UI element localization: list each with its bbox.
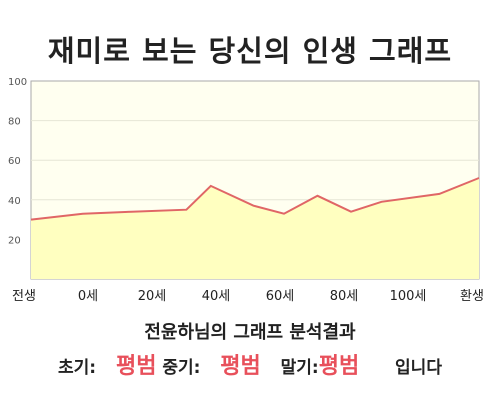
x-tick-label: 0세 [78, 289, 98, 304]
y-tick-label: 80 [8, 117, 21, 128]
x-tick-label: 60세 [266, 289, 295, 304]
y-tick-label: 60 [8, 156, 21, 167]
late-verdict: 평범 [318, 354, 360, 379]
y-tick-label: 100 [8, 77, 27, 88]
analysis-summary: 초기: 평범 중기: 평범 말기:평범 입니다 [0, 348, 500, 380]
series-area [31, 178, 479, 279]
x-tick-label: 20세 [138, 289, 167, 304]
page-title: 재미로 보는 당신의 인생 그래프 [47, 34, 453, 68]
mid-verdict: 평범 [220, 354, 261, 379]
summary-ending: 입니다 [395, 358, 442, 378]
x-tick-label: 전생 [12, 289, 36, 304]
x-tick-label: 100세 [390, 289, 427, 304]
x-tick-label: 40세 [202, 289, 231, 304]
series-line [30, 177, 480, 221]
x-tick-label: 환생 [460, 289, 484, 304]
mid-label: 중기: [162, 358, 201, 378]
x-tick-label: 80세 [330, 289, 359, 304]
series-area-layer [30, 177, 480, 279]
y-tick-label: 20 [8, 235, 21, 246]
early-label: 초기: [58, 358, 97, 378]
early-verdict: 평범 [115, 354, 157, 379]
y-axis-ticks: 20 40 60 80 100 [8, 77, 27, 246]
y-tick-label: 40 [8, 196, 21, 207]
analysis-subtitle: 전윤하님의 그래프 분석결과 [144, 322, 356, 343]
x-axis-ticks: 전생 0세 20세 40세 60세 80세 100세 환생 [12, 289, 484, 304]
late-label: 말기: [280, 358, 319, 378]
